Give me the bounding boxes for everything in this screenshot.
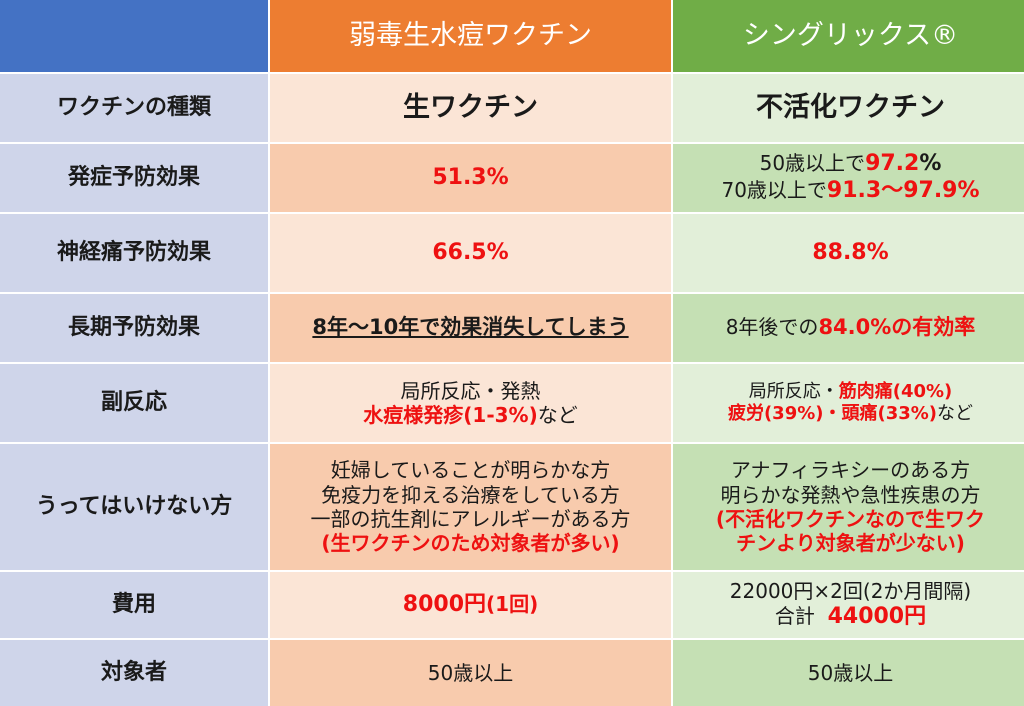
row-label-contraindications: うってはいけない方 xyxy=(0,444,268,570)
shingrix-contra-line3: (不活化ワクチンなので生ワク xyxy=(715,507,986,531)
shingrix-type-value: 不活化ワクチン xyxy=(673,74,1024,142)
header-corner-cell xyxy=(0,0,268,72)
live-target-value: 50歳以上 xyxy=(270,640,671,706)
row-label-longterm: 長期予防効果 xyxy=(0,294,268,362)
header-shingrix: シングリックス® xyxy=(673,0,1024,72)
live-type-value: 生ワクチン xyxy=(270,74,671,142)
shingrix-prevention-line1: 50歳以上で97.2% xyxy=(759,151,942,177)
shingrix-contra-line1: アナフィラキシーのある方 xyxy=(730,458,971,483)
shingrix-longterm-rate: 84.0%の有効率 xyxy=(818,315,976,340)
live-cost-doses: (1回) xyxy=(486,591,539,616)
shingrix-contra-line4: チンより対象者が少ない) xyxy=(736,531,965,556)
shingrix-contraindications-value: アナフィラキシーのある方 明らかな発熱や急性疾患の方 (不活化ワクチンなので生ワ… xyxy=(673,444,1024,570)
live-side-effects-value: 局所反応・発熱 水痘様発疹(1-3%)など xyxy=(270,364,671,442)
live-longterm-text: 8年〜10年で効果消失してしまう xyxy=(312,315,629,340)
live-contra-line4: (生ワクチンのため対象者が多い) xyxy=(321,531,620,556)
shingrix-target-value: 50歳以上 xyxy=(673,640,1024,706)
live-neuralgia-value: 66.5% xyxy=(270,214,671,292)
shingrix-cost-line1: 22000円×2回(2か月間隔) xyxy=(729,579,972,604)
live-prevention-value: 51.3% xyxy=(270,144,671,212)
live-cost-value: 8000円(1回) xyxy=(270,572,671,638)
live-cost-amount: 8000円 xyxy=(402,591,487,617)
shingrix-longterm-value: 8年後での84.0%の有効率 xyxy=(673,294,1024,362)
row-label-type: ワクチンの種類 xyxy=(0,74,268,142)
live-contra-line2: 免疫力を抑える治療をしている方 xyxy=(321,482,620,507)
shingrix-contra-line2: 明らかな発熱や急性疾患の方 xyxy=(720,482,981,507)
shingrix-prevention-value: 50歳以上で97.2% 70歳以上で91.3〜97.9% xyxy=(673,144,1024,212)
shingrix-side-effects-value: 局所反応・筋肉痛(40%) 疲労(39%)・頭痛(33%)など xyxy=(673,364,1024,442)
shingrix-side-effects-line2: 疲労(39%)・頭痛(33%)など xyxy=(727,403,974,424)
live-side-effects-line2: 水痘様発疹(1-3%)など xyxy=(363,403,578,427)
row-label-neuralgia: 神経痛予防効果 xyxy=(0,214,268,292)
row-label-cost: 費用 xyxy=(0,572,268,638)
shingrix-side-effects-line1: 局所反応・筋肉痛(40%) xyxy=(748,381,953,403)
shingrix-cost-line2: 合計 44000円 xyxy=(774,603,927,629)
live-contra-line3: 一部の抗生剤にアレルギーがある方 xyxy=(310,507,631,531)
shingrix-cost-value: 22000円×2回(2か月間隔) 合計 44000円 xyxy=(673,572,1024,638)
shingrix-longterm-prefix: 8年後での xyxy=(725,315,819,340)
live-contra-line1: 妊婦していることが明らかな方 xyxy=(330,458,611,483)
row-label-prevention: 発症予防効果 xyxy=(0,144,268,212)
header-live-vaccine: 弱毒生水痘ワクチン xyxy=(270,0,671,72)
row-label-target: 対象者 xyxy=(0,640,268,706)
live-side-effects-line1: 局所反応・発熱 xyxy=(400,378,541,403)
live-contraindications-value: 妊婦していることが明らかな方 免疫力を抑える治療をしている方 一部の抗生剤にアレ… xyxy=(270,444,671,570)
live-longterm-value: 8年〜10年で効果消失してしまう xyxy=(270,294,671,362)
shingrix-neuralgia-value: 88.8% xyxy=(673,214,1024,292)
row-label-side-effects: 副反応 xyxy=(0,364,268,442)
shingrix-prevention-line2: 70歳以上で91.3〜97.9% xyxy=(721,178,980,203)
